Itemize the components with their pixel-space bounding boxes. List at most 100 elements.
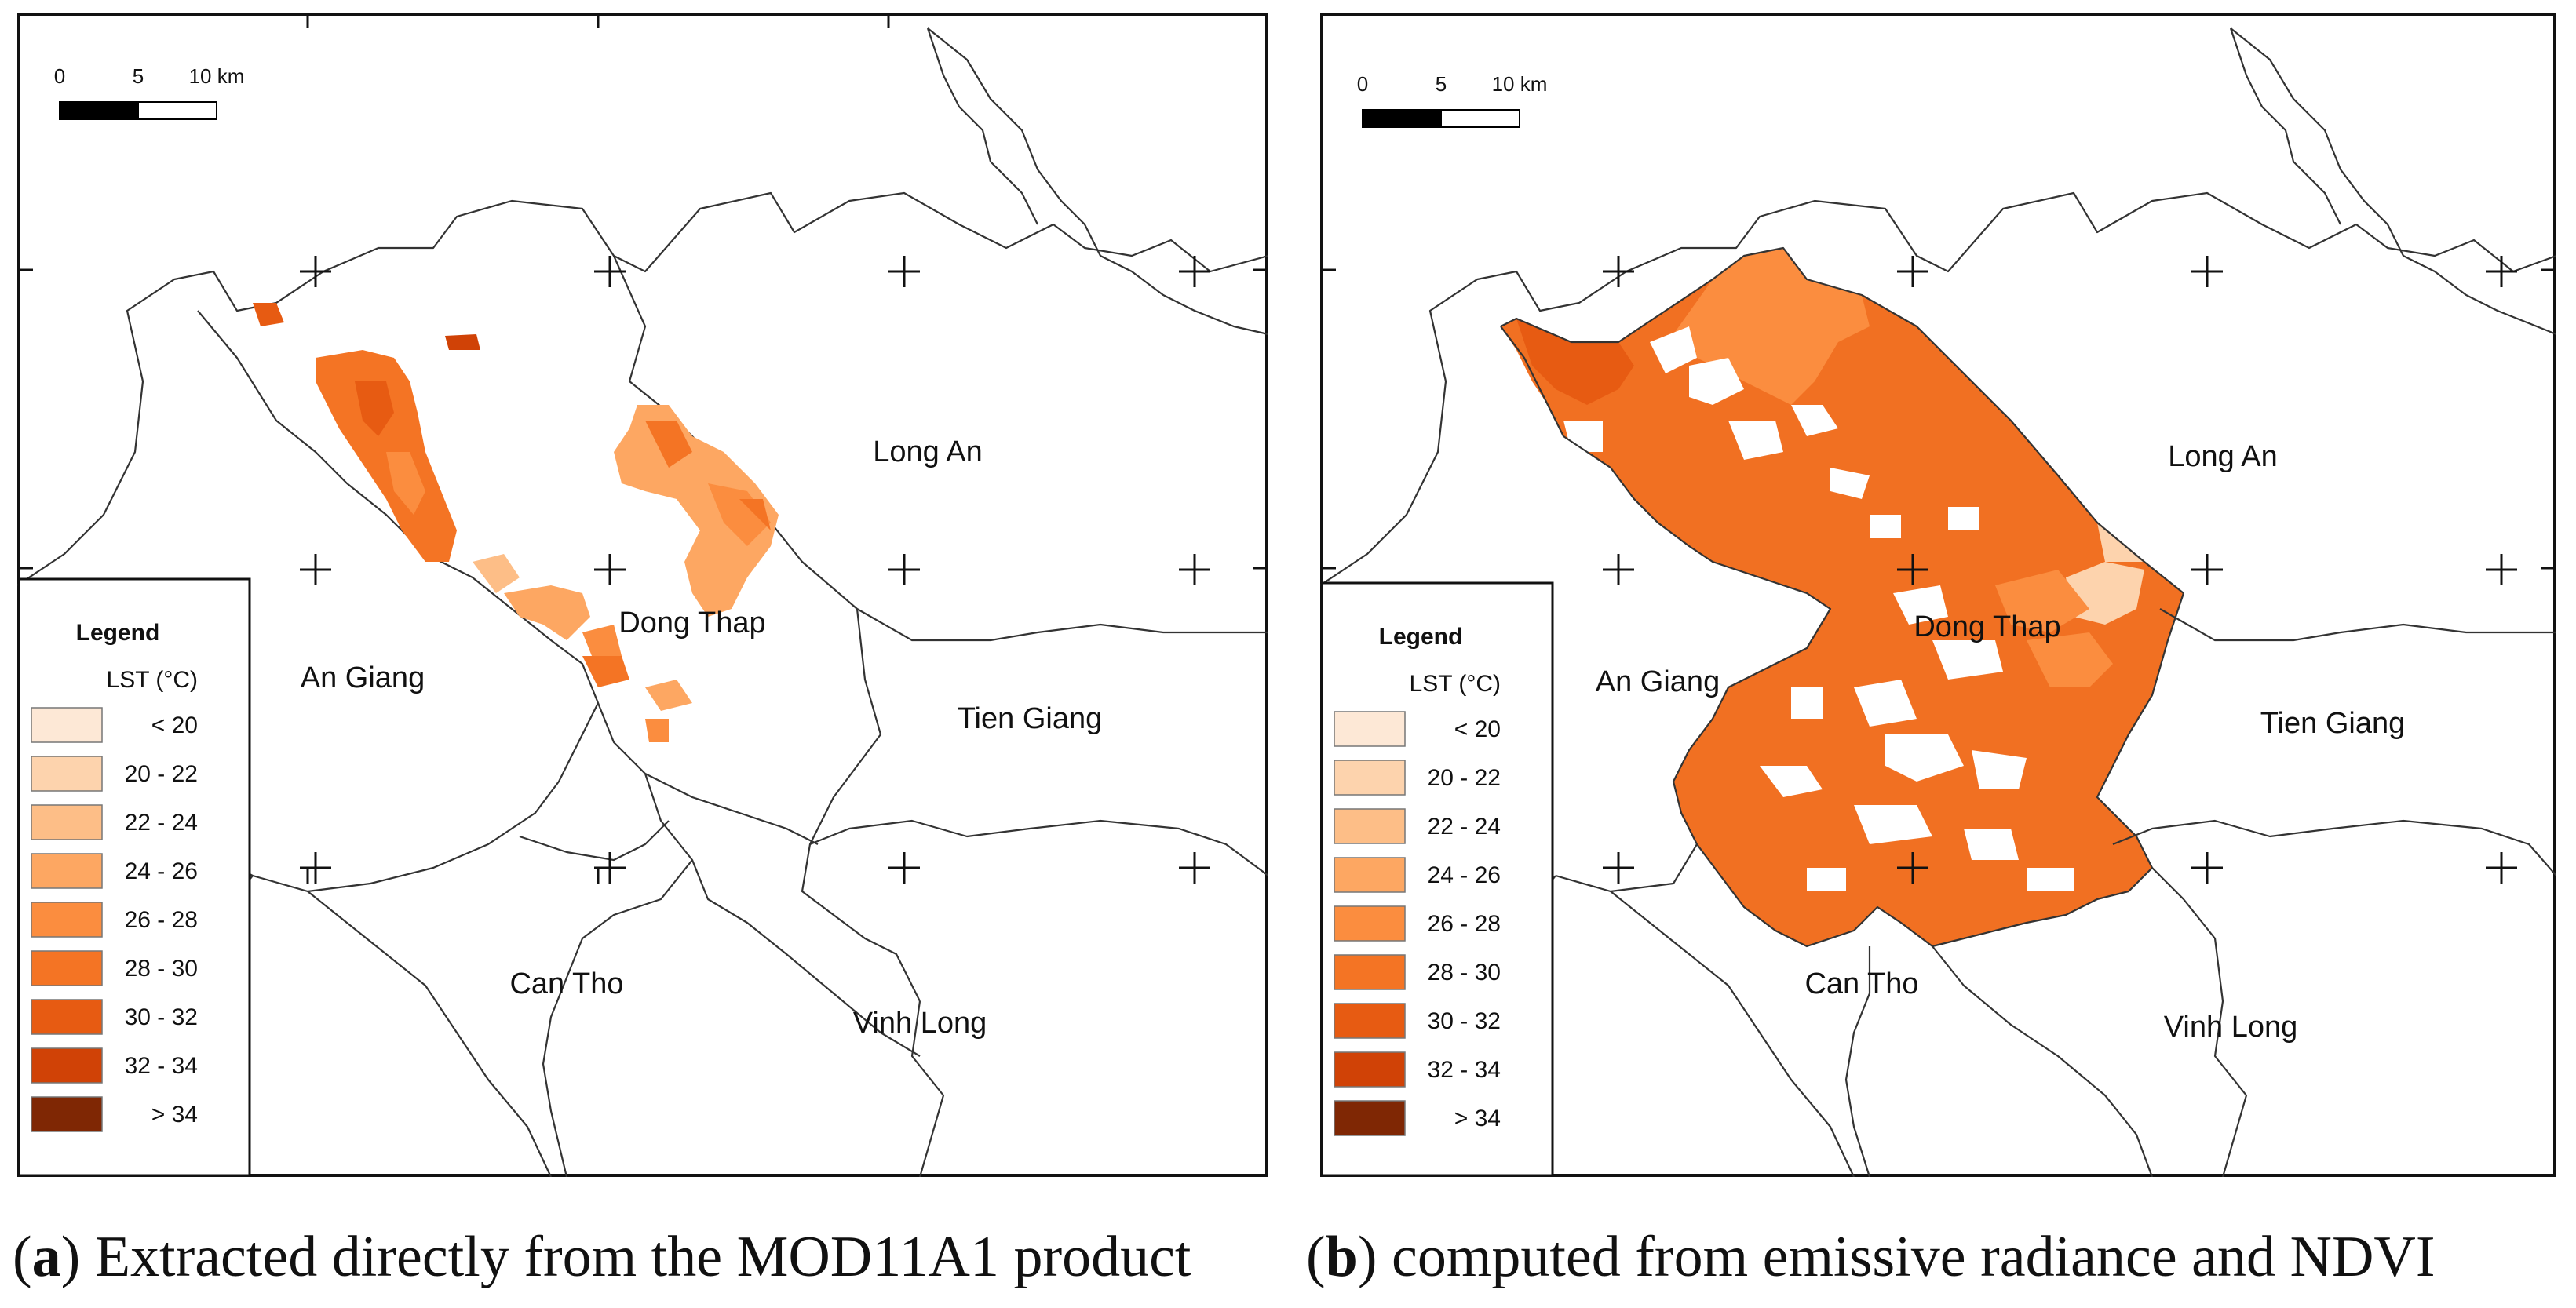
province-label-tien-giang: Tien Giang bbox=[958, 702, 1102, 735]
legend: Legend LST (°C) < 20 20 - 22 22 - 24 24 - 2… bbox=[1320, 581, 1554, 1177]
province-label-can-tho: Can Tho bbox=[1804, 967, 1918, 1000]
legend-label: 30 - 32 bbox=[125, 1004, 198, 1030]
graticule-cross bbox=[1897, 256, 1928, 287]
legend-swatch bbox=[31, 950, 103, 986]
legend-label: 30 - 32 bbox=[1428, 1008, 1501, 1034]
scale-label-5: 5 bbox=[1436, 72, 1447, 96]
legend-items: < 20 20 - 22 22 - 24 24 - 26 26 - 28 28 - 30 3… bbox=[31, 707, 198, 1132]
caption-b-letter: b bbox=[1325, 1225, 1358, 1289]
legend-label: 20 - 22 bbox=[1428, 765, 1501, 791]
graticule-cross bbox=[1179, 852, 1210, 884]
legend-swatch bbox=[31, 853, 103, 889]
legend-title: Legend bbox=[1379, 624, 1463, 650]
legend-swatch bbox=[31, 756, 103, 792]
graticule-cross bbox=[1179, 554, 1210, 585]
legend-label: 32 - 34 bbox=[125, 1053, 198, 1079]
province-label-tien-giang: Tien Giang bbox=[2260, 707, 2405, 740]
legend-label: 26 - 28 bbox=[125, 907, 198, 933]
scale-label-10: 10 km bbox=[1492, 72, 1548, 96]
graticule-cross bbox=[1603, 554, 1634, 585]
graticule-cross bbox=[594, 852, 626, 884]
graticule-cross bbox=[2191, 256, 2223, 287]
graticule-cross bbox=[2486, 852, 2517, 884]
graticule-cross bbox=[594, 554, 626, 585]
province-label-dong-thap: Dong Thap bbox=[1914, 610, 2060, 643]
graticule-cross bbox=[1897, 852, 1928, 884]
legend-label: 24 - 26 bbox=[125, 858, 198, 884]
legend-label: 24 - 26 bbox=[1428, 862, 1501, 888]
legend-subtitle: LST (°C) bbox=[107, 667, 198, 693]
graticule-cross bbox=[300, 852, 331, 884]
legend-label: < 20 bbox=[1454, 716, 1501, 742]
legend-swatch bbox=[31, 902, 103, 938]
scale-label-0: 0 bbox=[1357, 72, 1368, 96]
map-panel-b: 0 5 10 km Long An Dong Thap An Giang Tie… bbox=[1320, 13, 2556, 1177]
province-label-an-giang: An Giang bbox=[301, 661, 425, 694]
legend-label: 28 - 30 bbox=[125, 956, 198, 982]
legend-swatch bbox=[1334, 1003, 1406, 1039]
graticule-cross bbox=[1179, 256, 1210, 287]
scale-label-5: 5 bbox=[133, 64, 144, 88]
legend-subtitle: LST (°C) bbox=[1410, 671, 1501, 697]
legend-label: 20 - 22 bbox=[125, 761, 198, 787]
province-label-vinh-long: Vinh Long bbox=[2164, 1011, 2297, 1044]
province-label-long-an: Long An bbox=[873, 435, 982, 468]
graticule-cross bbox=[2191, 852, 2223, 884]
province-boundaries bbox=[1320, 27, 2556, 1177]
graticule-cross bbox=[888, 852, 920, 884]
province-labels: Long An Dong Thap An Giang Tien Giang Ca… bbox=[1596, 440, 2405, 1044]
map-b-canvas: 0 5 10 km Long An Dong Thap An Giang Tie… bbox=[1320, 13, 2556, 1177]
graticule-cross bbox=[1603, 256, 1634, 287]
lst-raster bbox=[253, 303, 779, 742]
province-label-an-giang: An Giang bbox=[1596, 665, 1720, 698]
province-boundaries bbox=[17, 27, 1268, 1177]
scale-label-0: 0 bbox=[54, 64, 65, 88]
scale-label-10: 10 km bbox=[189, 64, 245, 88]
graticule-cross bbox=[2191, 554, 2223, 585]
legend-swatch bbox=[1334, 905, 1406, 942]
graticule-cross bbox=[888, 554, 920, 585]
province-labels: Long An Dong Thap An Giang Tien Giang Ca… bbox=[301, 435, 1102, 1040]
legend-swatch bbox=[1334, 954, 1406, 990]
legend-items: < 20 20 - 22 22 - 24 24 - 26 26 - 28 28 - 30 3… bbox=[1334, 711, 1501, 1136]
legend-label: 32 - 34 bbox=[1428, 1057, 1501, 1083]
province-label-can-tho: Can Tho bbox=[509, 967, 623, 1000]
legend-swatch bbox=[1334, 1100, 1406, 1136]
legend-label: 22 - 24 bbox=[1428, 814, 1501, 840]
legend-label: > 34 bbox=[1454, 1106, 1501, 1131]
province-label-vinh-long: Vinh Long bbox=[853, 1007, 987, 1040]
legend: Legend LST (°C) < 20 20 - 22 22 - 24 24 - 2… bbox=[17, 577, 251, 1177]
graticule bbox=[1320, 256, 2556, 884]
legend-swatch bbox=[31, 1096, 103, 1132]
legend-swatch bbox=[31, 707, 103, 743]
graticule-cross bbox=[2486, 554, 2517, 585]
caption-a: (a) Extracted directly from the MOD11A1 … bbox=[13, 1225, 1191, 1289]
map-panel-a: 0 5 10 km Long An Dong Thap An Giang Tie… bbox=[17, 13, 1268, 1177]
legend-swatch bbox=[1334, 808, 1406, 844]
legend-title: Legend bbox=[76, 620, 160, 646]
legend-label: 28 - 30 bbox=[1428, 960, 1501, 986]
province-label-long-an: Long An bbox=[2168, 440, 2277, 473]
caption-b: (b) computed from emissive radiance and … bbox=[1306, 1225, 2436, 1289]
scale-bar: 0 5 10 km bbox=[54, 64, 245, 120]
legend-swatch bbox=[1334, 857, 1406, 893]
province-label-dong-thap: Dong Thap bbox=[618, 607, 765, 639]
graticule-cross bbox=[300, 256, 331, 287]
legend-label: < 20 bbox=[151, 712, 198, 738]
graticule bbox=[17, 13, 1268, 884]
graticule-cross bbox=[300, 554, 331, 585]
caption-a-text: Extracted directly from the MOD11A1 prod… bbox=[94, 1225, 1191, 1289]
legend-swatch bbox=[1334, 1051, 1406, 1088]
legend-label: 26 - 28 bbox=[1428, 911, 1501, 937]
scale-bar: 0 5 10 km bbox=[1357, 72, 1548, 128]
legend-swatch bbox=[31, 999, 103, 1035]
legend-swatch bbox=[31, 1047, 103, 1084]
graticule-cross bbox=[888, 256, 920, 287]
graticule-cross bbox=[594, 256, 626, 287]
caption-b-text: computed from emissive radiance and NDVI bbox=[1391, 1225, 2436, 1289]
graticule-cross bbox=[1897, 554, 1928, 585]
legend-swatch bbox=[1334, 760, 1406, 796]
graticule-cross bbox=[1603, 852, 1634, 884]
map-a-canvas: 0 5 10 km Long An Dong Thap An Giang Tie… bbox=[17, 13, 1268, 1177]
lst-raster bbox=[1501, 248, 2184, 946]
